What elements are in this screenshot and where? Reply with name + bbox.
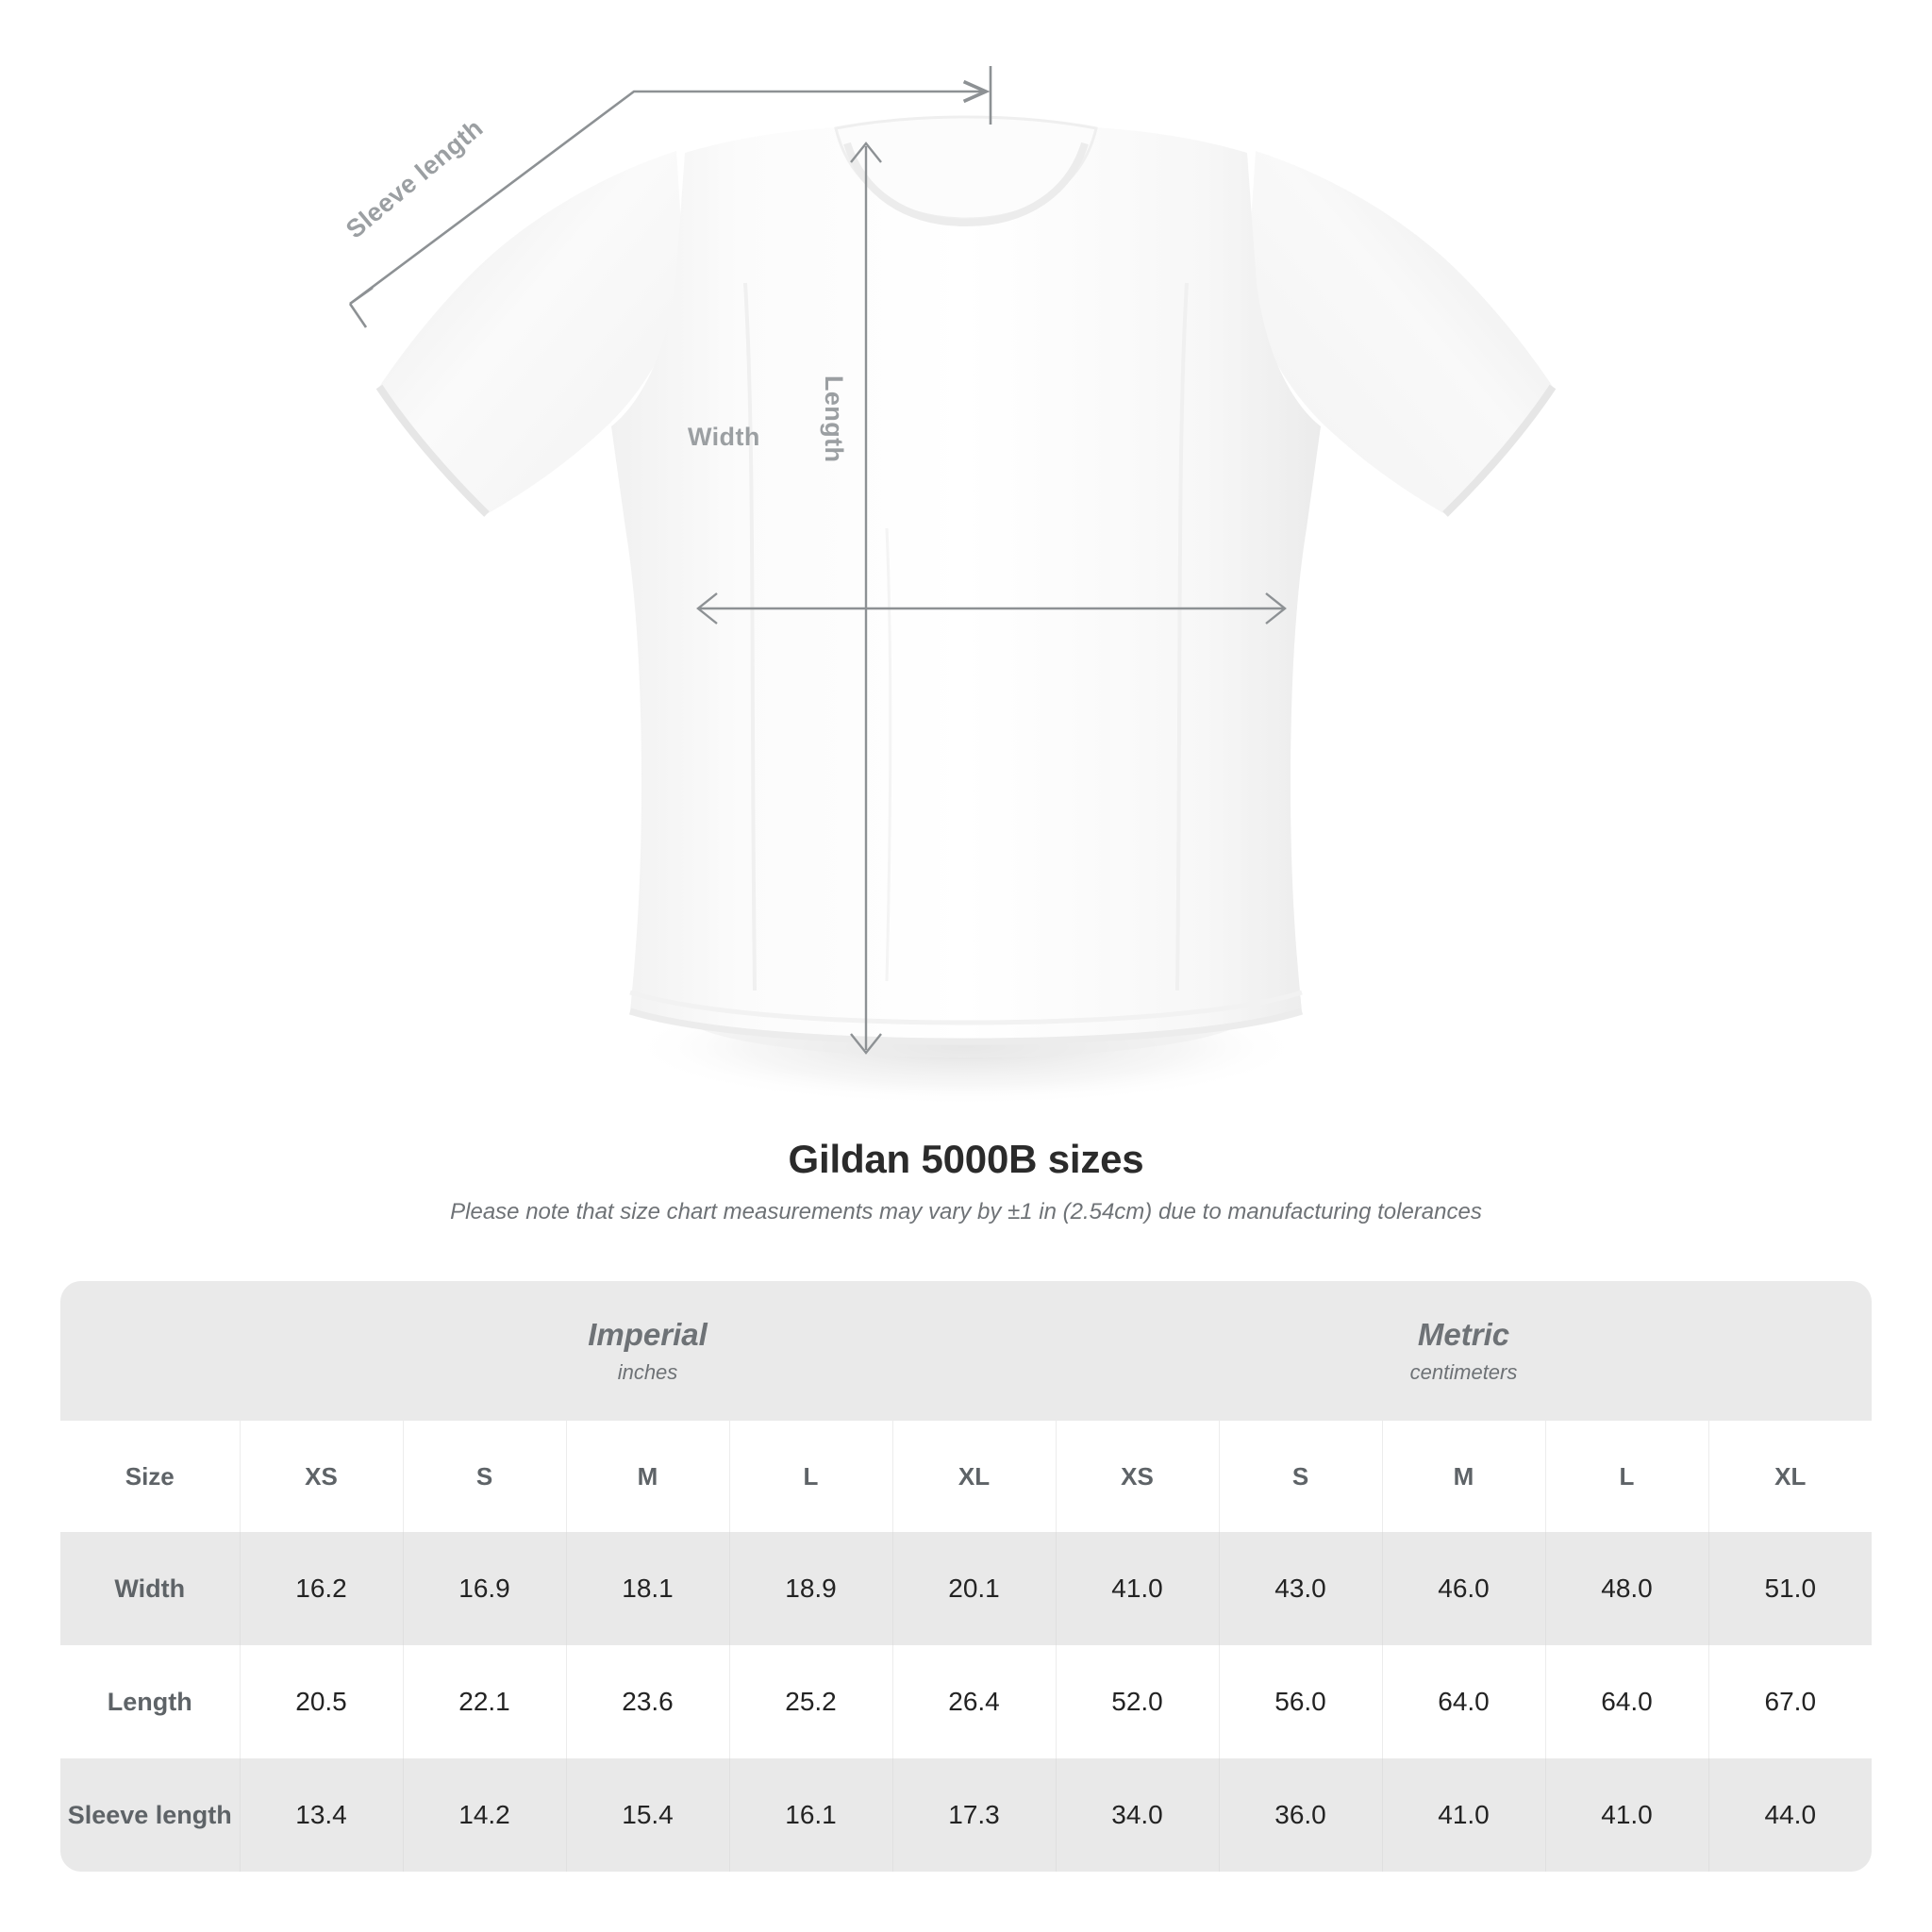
cell-width-imperial-m: 18.1	[566, 1532, 730, 1645]
width-arrow-head-left	[696, 592, 718, 625]
row-label-sleeve-length: Sleeve length	[60, 1758, 241, 1872]
size-header-metric-m: M	[1382, 1421, 1546, 1532]
unit-header-metric: Metric centimeters	[1056, 1281, 1872, 1421]
cell-width-metric-l: 48.0	[1545, 1532, 1709, 1645]
cell-length-metric-l: 64.0	[1545, 1645, 1709, 1758]
tshirt-diagram: Sleeve length Length Width	[341, 66, 1557, 1106]
size-header-imperial-l: L	[729, 1421, 893, 1532]
cell-width-metric-s: 43.0	[1219, 1532, 1383, 1645]
tshirt-illustration	[348, 66, 1557, 1106]
size-header-metric-xl: XL	[1708, 1421, 1872, 1532]
cell-width-metric-xl: 51.0	[1708, 1532, 1872, 1645]
cell-sleeve-imperial-s: 14.2	[403, 1758, 567, 1872]
sleeve-arrow-head	[348, 286, 374, 328]
size-header-metric-l: L	[1545, 1421, 1709, 1532]
cell-length-metric-m: 64.0	[1382, 1645, 1546, 1758]
size-header-imperial-xl: XL	[892, 1421, 1057, 1532]
table-row: Width 16.2 16.9 18.1 18.9 20.1 41.0 43.0…	[60, 1532, 1872, 1645]
unit-header-row: Imperial inches Metric centimeters	[60, 1281, 1872, 1421]
cell-length-metric-xl: 67.0	[1708, 1645, 1872, 1758]
size-table: Imperial inches Metric centimeters Size …	[60, 1281, 1872, 1872]
length-arrow-head-bottom	[850, 1033, 882, 1055]
size-header-imperial-m: M	[566, 1421, 730, 1532]
cell-length-imperial-xs: 20.5	[240, 1645, 404, 1758]
table-row: Length 20.5 22.1 23.6 25.2 26.4 52.0 56.…	[60, 1645, 1872, 1758]
cell-width-imperial-xs: 16.2	[240, 1532, 404, 1645]
row-label-length: Length	[60, 1645, 241, 1758]
row-label-width: Width	[60, 1532, 241, 1645]
size-header-imperial-s: S	[403, 1421, 567, 1532]
table-row: Sleeve length 13.4 14.2 15.4 16.1 17.3 3…	[60, 1758, 1872, 1872]
size-header-label: Size	[60, 1421, 241, 1532]
size-header-imperial-xs: XS	[240, 1421, 404, 1532]
title-block: Gildan 5000B sizes Please note that size…	[0, 1137, 1932, 1225]
length-label: Length	[820, 375, 848, 463]
unit-header-imperial: Imperial inches	[240, 1281, 1056, 1421]
cell-sleeve-metric-m: 41.0	[1382, 1758, 1546, 1872]
unit-header-spacer	[60, 1281, 240, 1421]
cell-width-imperial-s: 16.9	[403, 1532, 567, 1645]
length-arrow-head-top	[850, 142, 882, 163]
cell-sleeve-metric-s: 36.0	[1219, 1758, 1383, 1872]
cell-length-imperial-m: 23.6	[566, 1645, 730, 1758]
cell-sleeve-imperial-xs: 13.4	[240, 1758, 404, 1872]
width-label: Width	[688, 423, 760, 451]
sleeve-arrow-line	[349, 79, 991, 306]
size-header-metric-s: S	[1219, 1421, 1383, 1532]
unit-name-imperial: Imperial	[588, 1316, 708, 1352]
cell-length-metric-s: 56.0	[1219, 1645, 1383, 1758]
size-header-metric-xs: XS	[1056, 1421, 1220, 1532]
unit-name-metric: Metric	[1417, 1316, 1510, 1352]
cell-sleeve-metric-xs: 34.0	[1056, 1758, 1220, 1872]
unit-sub-imperial: inches	[617, 1360, 678, 1385]
cell-sleeve-metric-l: 41.0	[1545, 1758, 1709, 1872]
cell-sleeve-metric-xl: 44.0	[1708, 1758, 1872, 1872]
cell-length-imperial-l: 25.2	[729, 1645, 893, 1758]
size-table-container: Imperial inches Metric centimeters Size …	[60, 1281, 1872, 1872]
cell-length-metric-xs: 52.0	[1056, 1645, 1220, 1758]
page-subtitle: Please note that size chart measurements…	[450, 1199, 1482, 1224]
page-title: Gildan 5000B sizes	[788, 1137, 1144, 1181]
cell-width-metric-m: 46.0	[1382, 1532, 1546, 1645]
unit-sub-metric: centimeters	[1409, 1360, 1518, 1385]
cell-sleeve-imperial-l: 16.1	[729, 1758, 893, 1872]
size-header-row: Size XS S M L XL XS S M L XL	[60, 1421, 1872, 1532]
width-arrow-head-right	[1265, 592, 1287, 625]
cell-width-imperial-xl: 20.1	[892, 1532, 1057, 1645]
cell-width-metric-xs: 41.0	[1056, 1532, 1220, 1645]
cell-length-imperial-s: 22.1	[403, 1645, 567, 1758]
cell-length-imperial-xl: 26.4	[892, 1645, 1057, 1758]
cell-width-imperial-l: 18.9	[729, 1532, 893, 1645]
cell-sleeve-imperial-m: 15.4	[566, 1758, 730, 1872]
cell-sleeve-imperial-xl: 17.3	[892, 1758, 1057, 1872]
